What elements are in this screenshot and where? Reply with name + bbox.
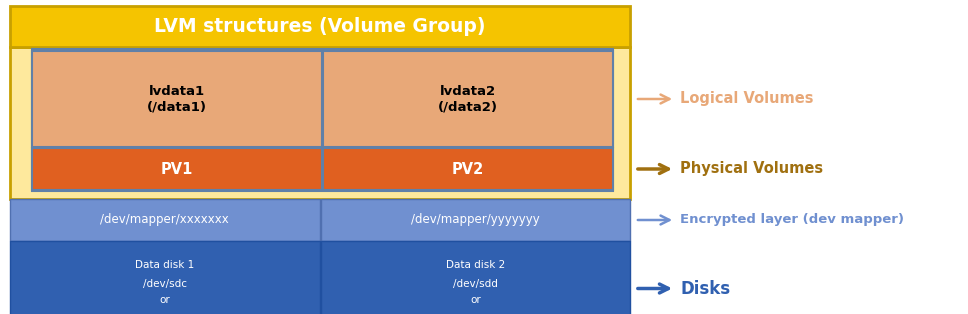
Text: Disks: Disks	[680, 279, 730, 297]
FancyBboxPatch shape	[32, 148, 321, 190]
FancyBboxPatch shape	[10, 47, 630, 199]
FancyBboxPatch shape	[32, 49, 613, 191]
Text: or: or	[469, 295, 481, 305]
Text: Logical Volumes: Logical Volumes	[680, 91, 813, 106]
FancyBboxPatch shape	[10, 199, 319, 241]
Text: Data disk 1: Data disk 1	[136, 260, 195, 270]
Text: /dev/sdc: /dev/sdc	[142, 279, 187, 289]
Text: PV2: PV2	[452, 161, 484, 176]
FancyBboxPatch shape	[32, 51, 321, 147]
Text: Data disk 2: Data disk 2	[445, 260, 505, 270]
FancyBboxPatch shape	[323, 51, 613, 147]
Text: Encrypted layer (dev mapper): Encrypted layer (dev mapper)	[680, 214, 904, 226]
Text: LVM structures (Volume Group): LVM structures (Volume Group)	[154, 17, 486, 36]
Text: /dev/sdd: /dev/sdd	[453, 279, 498, 289]
Text: lvdata1
(/data1): lvdata1 (/data1)	[147, 85, 207, 113]
Text: lvdata2
(/data2): lvdata2 (/data2)	[439, 85, 499, 113]
Text: Physical Volumes: Physical Volumes	[680, 161, 823, 176]
Text: or: or	[160, 295, 170, 305]
FancyBboxPatch shape	[320, 241, 630, 314]
Text: /dev/mapper/yyyyyyy: /dev/mapper/yyyyyyy	[410, 214, 539, 226]
FancyBboxPatch shape	[320, 199, 630, 241]
FancyBboxPatch shape	[10, 241, 319, 314]
FancyBboxPatch shape	[10, 6, 630, 47]
Text: /dev/mapper/xxxxxxx: /dev/mapper/xxxxxxx	[101, 214, 229, 226]
Text: PV1: PV1	[161, 161, 193, 176]
FancyBboxPatch shape	[323, 148, 613, 190]
